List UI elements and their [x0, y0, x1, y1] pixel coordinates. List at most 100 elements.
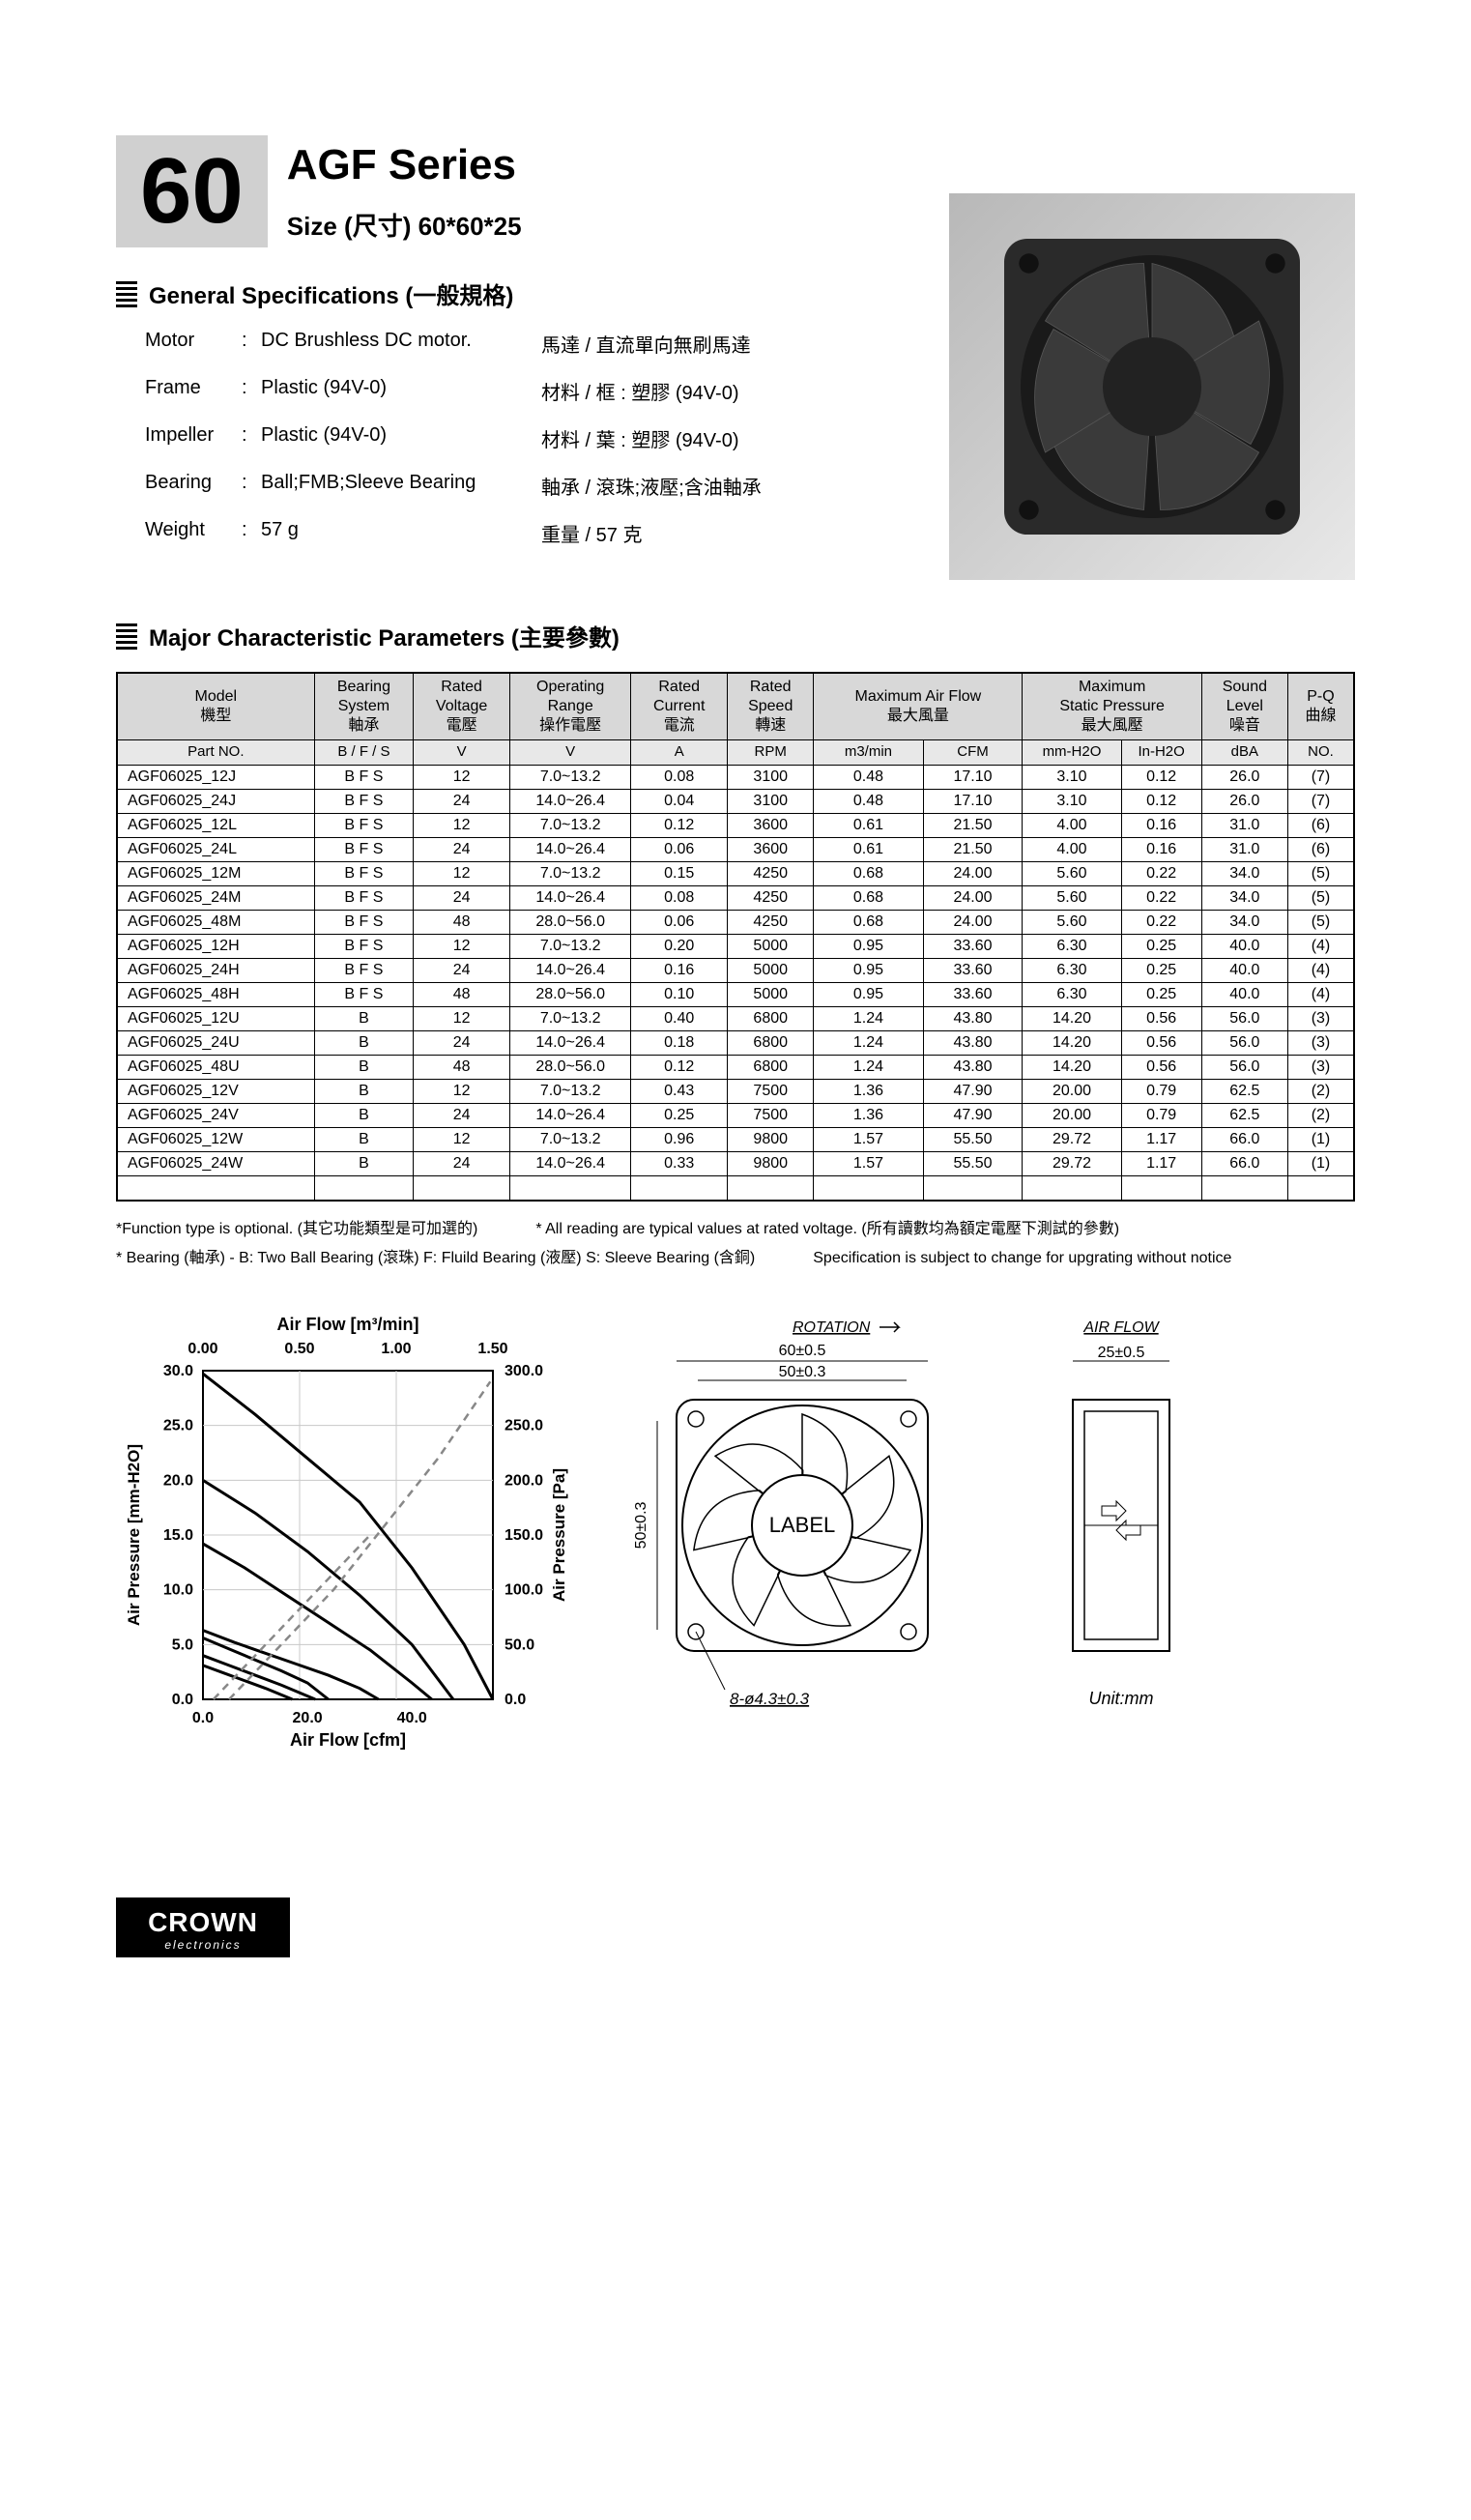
- table-cell: B F S: [314, 765, 414, 789]
- table-cell: 28.0~56.0: [510, 1055, 631, 1079]
- table-cell: 21.50: [923, 813, 1023, 837]
- params-header: Major Characteristic Parameters (主要參數): [116, 619, 1355, 652]
- table-cell: 0.95: [814, 934, 923, 958]
- table-row: AGF06025_48MB F S4828.0~56.00.0642500.68…: [117, 910, 1354, 934]
- svg-text:1.00: 1.00: [381, 1341, 411, 1357]
- table-cell: 4.00: [1023, 813, 1121, 837]
- unit-header: RPM: [728, 740, 814, 766]
- table-cell: 0.68: [814, 861, 923, 885]
- table-cell: 24.00: [923, 885, 1023, 910]
- table-cell: AGF06025_12H: [117, 934, 314, 958]
- table-row: AGF06025_24LB F S2414.0~26.40.0636000.61…: [117, 837, 1354, 861]
- table-cell: 34.0: [1201, 885, 1287, 910]
- svg-text:50±0.3: 50±0.3: [779, 1364, 826, 1380]
- table-row: AGF06025_12LB F S127.0~13.20.1236000.612…: [117, 813, 1354, 837]
- spec-value-cn: 軸承 / 滾珠;液壓;含油軸承: [541, 472, 762, 500]
- table-cell: 14.20: [1023, 1006, 1121, 1030]
- svg-text:300.0: 300.0: [505, 1363, 543, 1379]
- col-header: RatedVoltage電壓: [414, 673, 510, 740]
- table-cell: (3): [1287, 1006, 1354, 1030]
- svg-text:ROTATION: ROTATION: [793, 1319, 871, 1336]
- col-header: BearingSystem軸承: [314, 673, 414, 740]
- table-cell: 1.57: [814, 1151, 923, 1175]
- svg-text:25.0: 25.0: [163, 1417, 193, 1434]
- table-cell: 66.0: [1201, 1151, 1287, 1175]
- table-cell: 6800: [728, 1055, 814, 1079]
- table-cell: 0.20: [631, 934, 728, 958]
- table-cell: AGF06025_12J: [117, 765, 314, 789]
- spec-row: Weight : 57 g 重量 / 57 克: [145, 519, 910, 547]
- table-row: AGF06025_12UB127.0~13.20.4068001.2443.80…: [117, 1006, 1354, 1030]
- col-header: RatedSpeed轉速: [728, 673, 814, 740]
- table-cell: (2): [1287, 1103, 1354, 1127]
- table-cell: 14.20: [1023, 1030, 1121, 1055]
- unit-header: m3/min: [814, 740, 923, 766]
- table-row: AGF06025_12MB F S127.0~13.20.1542500.682…: [117, 861, 1354, 885]
- table-cell: 0.25: [1121, 958, 1201, 982]
- table-row: AGF06025_12JB F S127.0~13.20.0831000.481…: [117, 765, 1354, 789]
- table-cell: 26.0: [1201, 789, 1287, 813]
- table-cell: 0.33: [631, 1151, 728, 1175]
- table-cell: 0.16: [1121, 837, 1201, 861]
- table-cell: (7): [1287, 765, 1354, 789]
- table-cell: 14.0~26.4: [510, 1151, 631, 1175]
- table-cell: 31.0: [1201, 813, 1287, 837]
- table-row: AGF06025_24UB2414.0~26.40.1868001.2443.8…: [117, 1030, 1354, 1055]
- table-cell: 47.90: [923, 1103, 1023, 1127]
- table-cell: AGF06025_12V: [117, 1079, 314, 1103]
- table-cell: 7.0~13.2: [510, 1006, 631, 1030]
- table-cell: AGF06025_24V: [117, 1103, 314, 1127]
- table-cell: (5): [1287, 861, 1354, 885]
- footnote: * All reading are typical values at rate…: [535, 1215, 1119, 1244]
- svg-text:Unit:mm: Unit:mm: [1089, 1689, 1154, 1708]
- table-cell: B F S: [314, 958, 414, 982]
- table-cell: 3.10: [1023, 765, 1121, 789]
- table-cell: 1.17: [1121, 1151, 1201, 1175]
- svg-text:AIR FLOW: AIR FLOW: [1082, 1319, 1160, 1336]
- table-cell: 20.00: [1023, 1079, 1121, 1103]
- spec-value-en: Plastic (94V-0): [261, 424, 541, 452]
- unit-header: V: [414, 740, 510, 766]
- table-cell: 40.0: [1201, 982, 1287, 1006]
- unit-header: A: [631, 740, 728, 766]
- table-cell: B F S: [314, 910, 414, 934]
- table-cell: 0.79: [1121, 1103, 1201, 1127]
- table-cell: 34.0: [1201, 910, 1287, 934]
- table-cell: B: [314, 1103, 414, 1127]
- spec-value-en: Plastic (94V-0): [261, 377, 541, 405]
- table-cell: 24: [414, 1030, 510, 1055]
- table-cell: 0.68: [814, 910, 923, 934]
- table-cell: 7.0~13.2: [510, 1079, 631, 1103]
- table-row: AGF06025_24WB2414.0~26.40.3398001.5755.5…: [117, 1151, 1354, 1175]
- table-cell: (5): [1287, 910, 1354, 934]
- spec-value-en: Ball;FMB;Sleeve Bearing: [261, 472, 541, 500]
- table-cell: (3): [1287, 1030, 1354, 1055]
- table-cell: 24: [414, 885, 510, 910]
- brand-badge: CROWN electronics: [116, 1897, 290, 1957]
- table-cell: 17.10: [923, 765, 1023, 789]
- table-cell: 6.30: [1023, 982, 1121, 1006]
- table-cell: (4): [1287, 982, 1354, 1006]
- svg-text:250.0: 250.0: [505, 1417, 543, 1434]
- col-header: MaximumStatic Pressure最大風壓: [1023, 673, 1201, 740]
- model-number: 60: [116, 135, 268, 247]
- brand-name: CROWN: [116, 1907, 290, 1938]
- table-cell: (1): [1287, 1127, 1354, 1151]
- table-cell: 33.60: [923, 934, 1023, 958]
- table-cell: B F S: [314, 982, 414, 1006]
- svg-text:40.0: 40.0: [397, 1710, 427, 1726]
- spec-value-en: DC Brushless DC motor.: [261, 330, 541, 358]
- table-cell: 0.48: [814, 789, 923, 813]
- table-cell: AGF06025_24H: [117, 958, 314, 982]
- table-cell: 0.48: [814, 765, 923, 789]
- stripe-icon: [116, 280, 137, 307]
- table-cell: (6): [1287, 813, 1354, 837]
- table-cell: B: [314, 1055, 414, 1079]
- table-cell: 24: [414, 1151, 510, 1175]
- table-cell: 33.60: [923, 982, 1023, 1006]
- table-cell: 21.50: [923, 837, 1023, 861]
- table-cell: 1.17: [1121, 1127, 1201, 1151]
- table-cell: 0.16: [1121, 813, 1201, 837]
- header-row: 60 AGF Series Size (尺寸) 60*60*25 General…: [116, 135, 1355, 580]
- table-cell: AGF06025_48U: [117, 1055, 314, 1079]
